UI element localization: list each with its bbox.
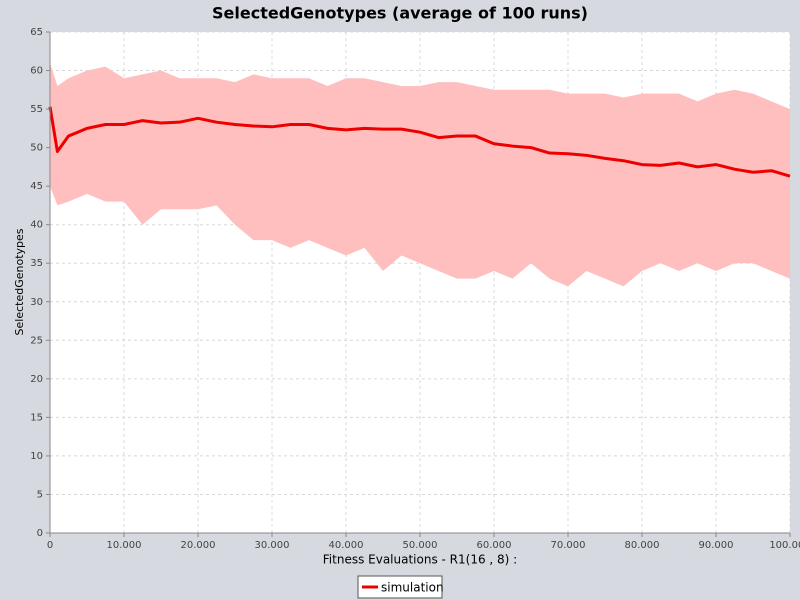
x-tick-label: 100.000 <box>769 540 800 551</box>
chart-title: SelectedGenotypes (average of 100 runs) <box>212 4 588 23</box>
y-tick-label: 40 <box>30 220 43 231</box>
x-tick-label: 90.000 <box>699 540 734 551</box>
x-tick-label: 10.000 <box>107 540 142 551</box>
x-tick-label: 70.000 <box>551 540 586 551</box>
y-tick-label: 20 <box>30 374 43 385</box>
y-tick-label: 30 <box>30 297 43 308</box>
y-tick-label: 5 <box>37 489 43 500</box>
y-tick-label: 10 <box>30 451 43 462</box>
y-tick-label: 65 <box>30 27 43 38</box>
y-tick-label: 50 <box>30 143 43 154</box>
x-axis-label: Fitness Evaluations - R1(16 , 8) : <box>323 553 517 567</box>
y-tick-label: 45 <box>30 181 43 192</box>
x-tick-label: 40.000 <box>329 540 364 551</box>
y-axis-label: SelectedGenotypes <box>13 228 26 335</box>
y-tick-label: 60 <box>30 66 43 77</box>
y-tick-label: 55 <box>30 104 43 115</box>
x-tick-label: 0 <box>47 540 53 551</box>
range-band <box>50 62 790 287</box>
x-tick-label: 60.000 <box>477 540 512 551</box>
x-tick-label: 50.000 <box>403 540 438 551</box>
x-tick-label: 20.000 <box>181 540 216 551</box>
y-tick-label: 25 <box>30 335 43 346</box>
series-line <box>48 106 791 178</box>
y-tick-label: 0 <box>37 528 43 539</box>
legend-box <box>357 575 443 599</box>
x-tick-label: 80.000 <box>625 540 660 551</box>
y-tick-label: 15 <box>30 412 43 423</box>
x-tick-label: 30.000 <box>255 540 290 551</box>
y-tick-label: 35 <box>30 258 43 269</box>
legend-label: simulation <box>381 581 444 595</box>
